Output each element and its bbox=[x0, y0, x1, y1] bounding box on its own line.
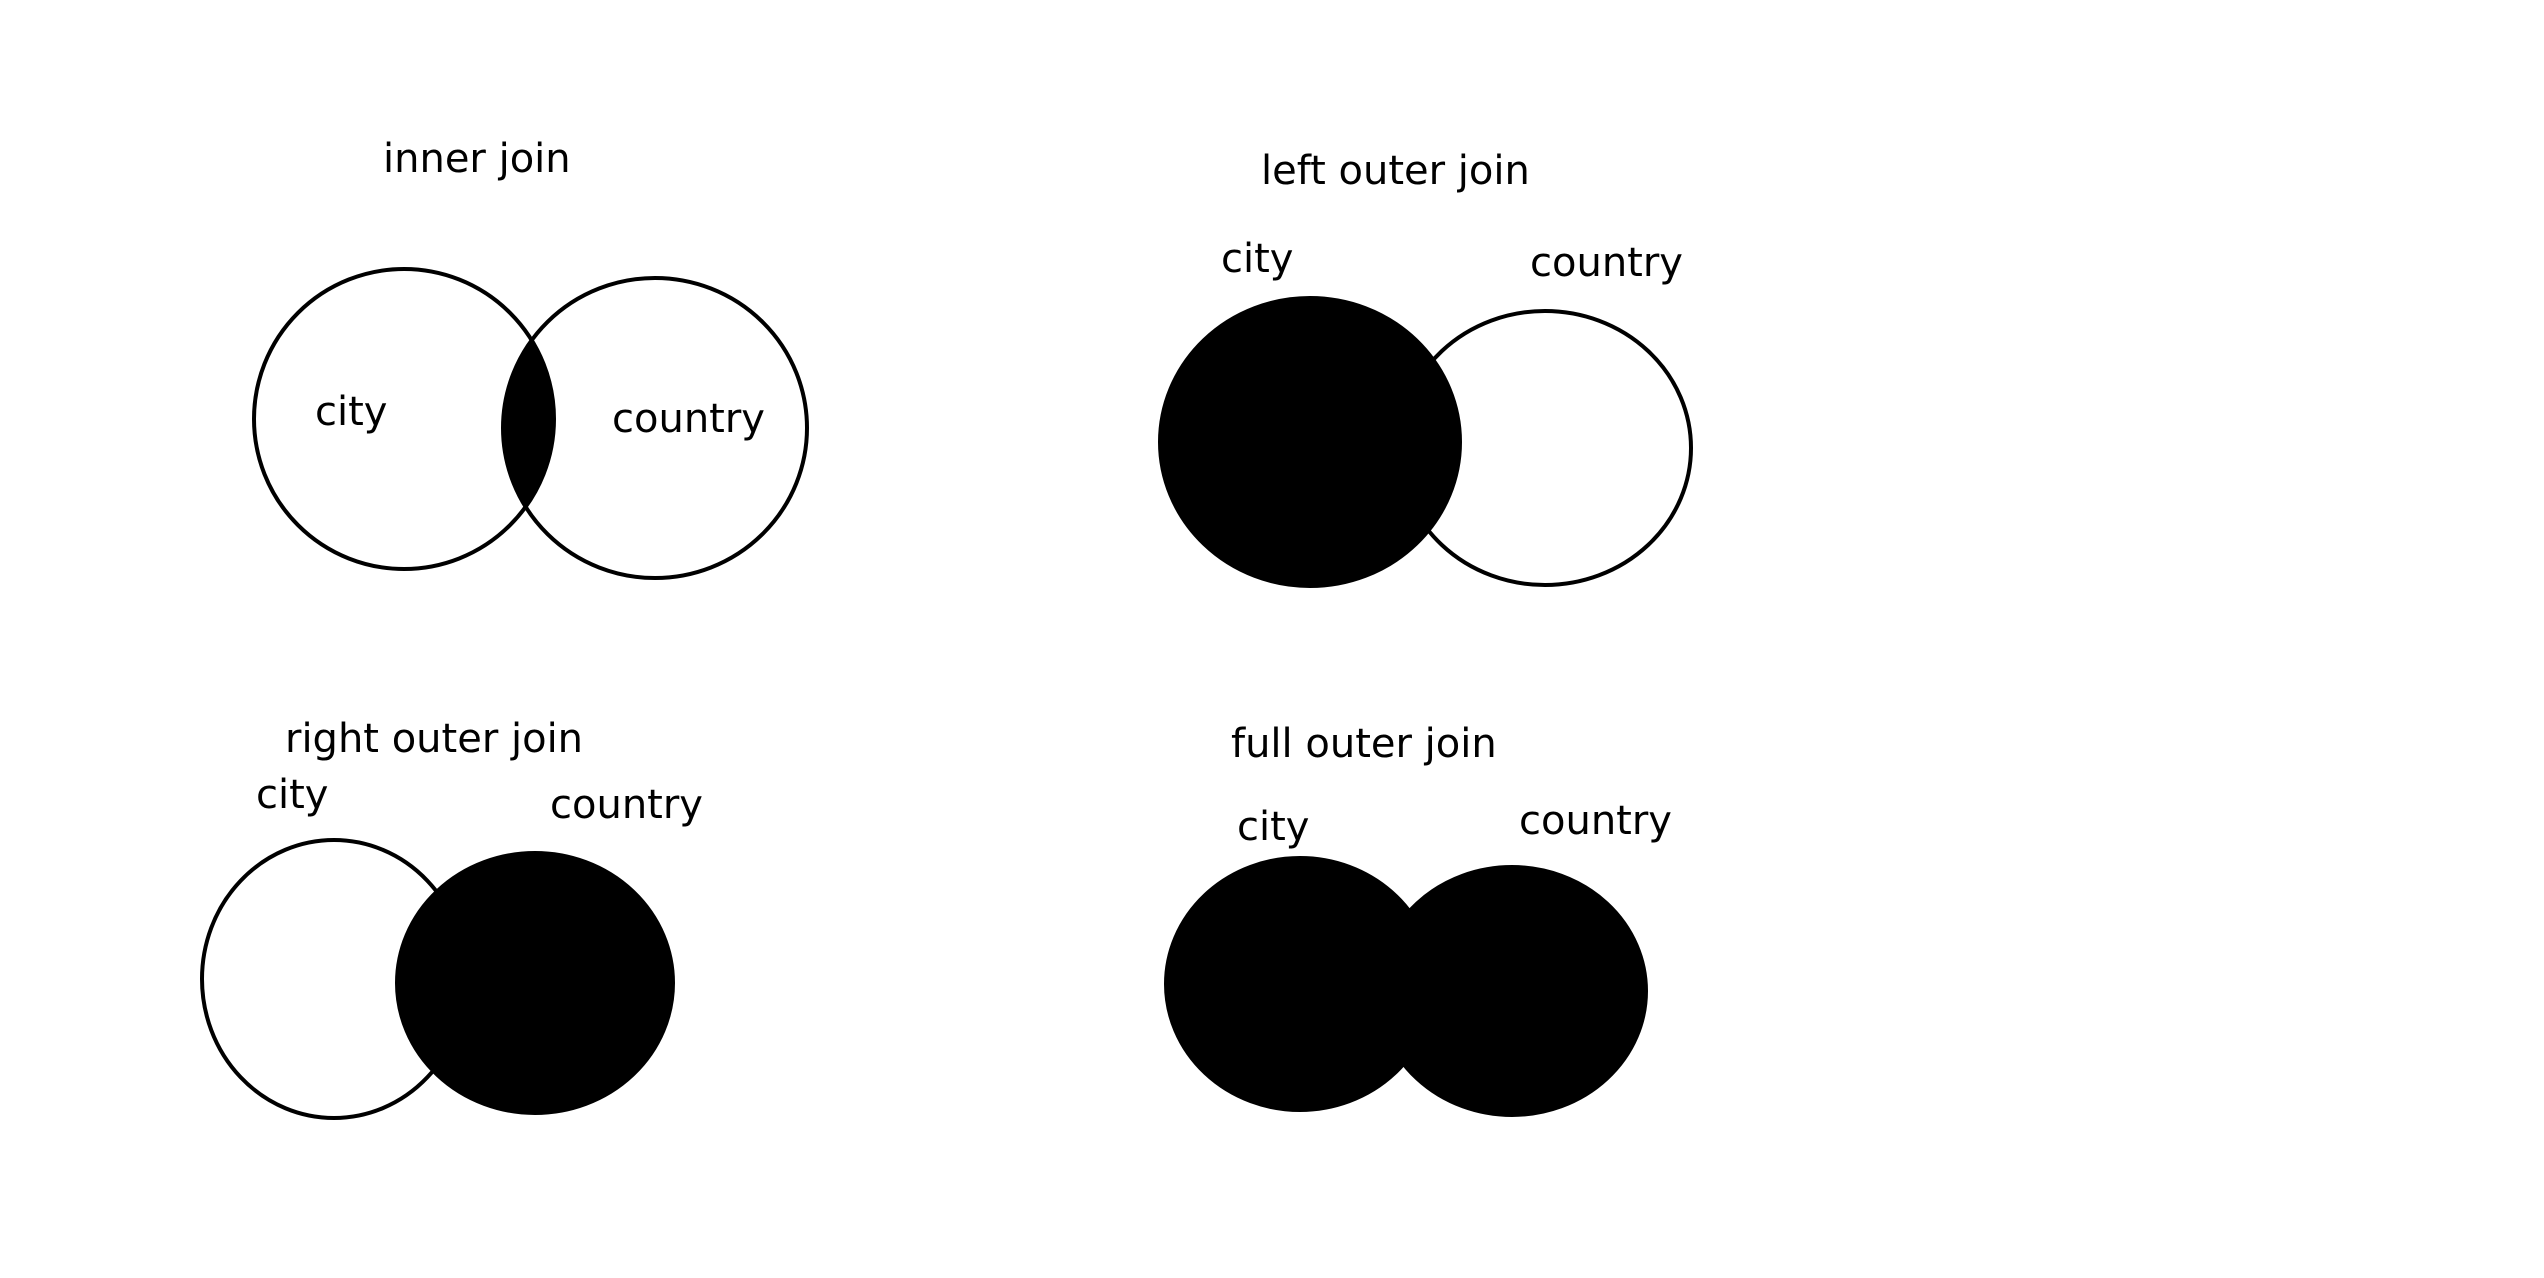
inner-join-city-label: city bbox=[315, 389, 387, 435]
full-outer-join-title: full outer join bbox=[1231, 721, 1497, 767]
left-outer-join-country-label: country bbox=[1530, 240, 1683, 286]
right-outer-join-country-circle bbox=[395, 851, 675, 1115]
right-outer-join-country-label: country bbox=[550, 782, 703, 828]
left-outer-join-city-circle bbox=[1158, 296, 1462, 588]
right-outer-join-city-label: city bbox=[256, 772, 328, 818]
inner-join-title: inner join bbox=[383, 136, 571, 182]
full-outer-join-panel: full outer join city country bbox=[1164, 721, 1672, 1117]
inner-join-city-circle bbox=[252, 267, 556, 571]
full-outer-join-city-label: city bbox=[1237, 804, 1309, 850]
right-outer-join-panel: right outer join city country bbox=[200, 716, 703, 1120]
inner-join-country-circle bbox=[501, 276, 809, 580]
left-outer-join-title: left outer join bbox=[1261, 148, 1530, 194]
right-outer-join-title: right outer join bbox=[285, 716, 583, 762]
full-outer-join-city-circle bbox=[1164, 856, 1436, 1112]
left-outer-join-city-label: city bbox=[1221, 236, 1293, 282]
full-outer-join-country-label: country bbox=[1519, 798, 1672, 844]
inner-join-panel: inner join city country bbox=[252, 136, 809, 580]
inner-join-country-label: country bbox=[612, 396, 765, 442]
left-outer-join-panel: left outer join city country bbox=[1158, 148, 1693, 588]
